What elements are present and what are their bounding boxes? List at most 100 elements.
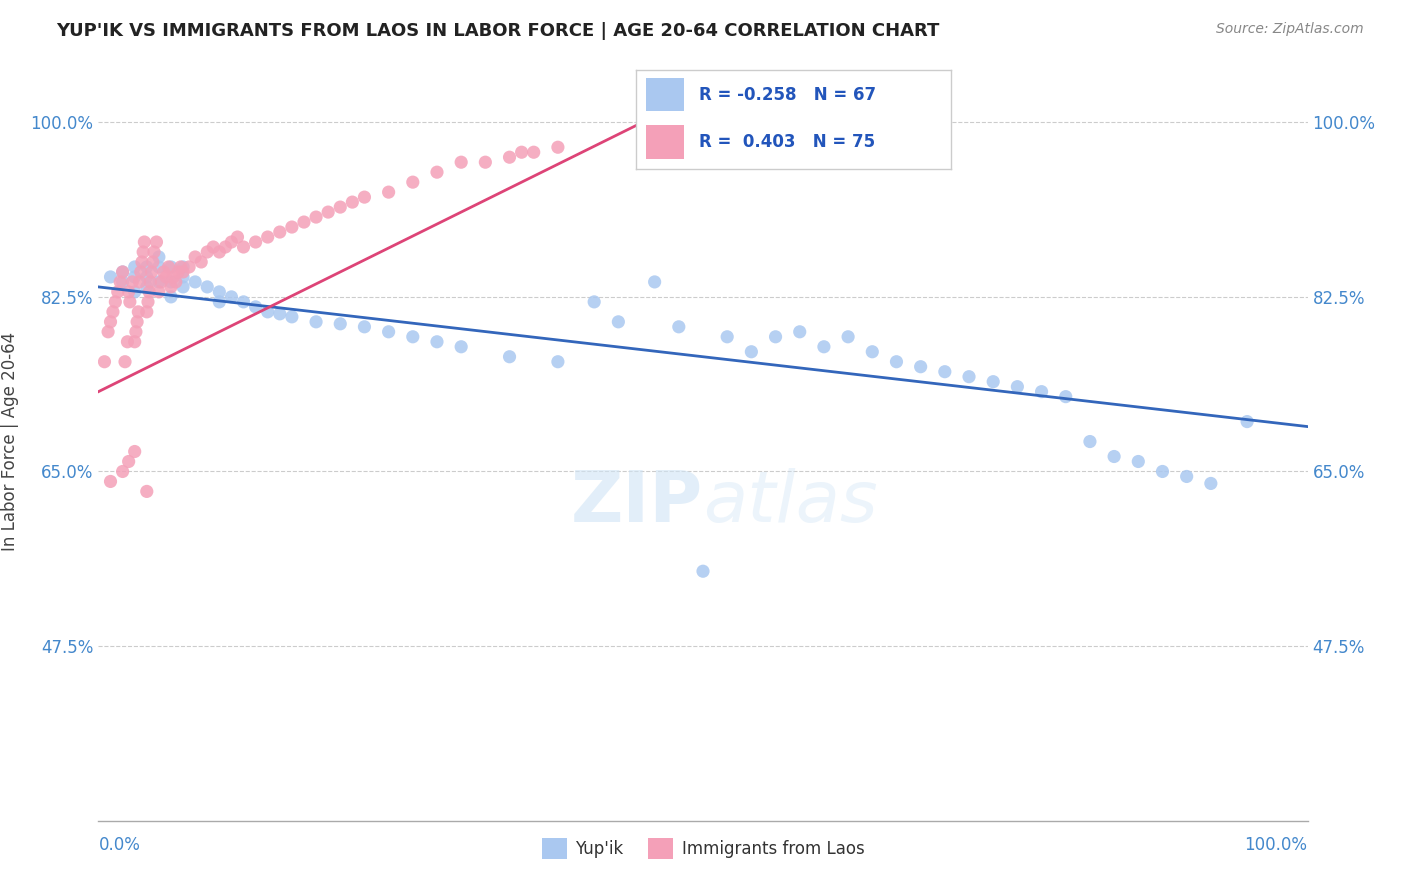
Point [474,155,496,169]
Point [692,564,714,578]
Point [1128,454,1150,468]
Point [139,275,162,289]
Point [426,334,449,349]
Point [145,235,167,249]
Point [813,340,835,354]
Point [160,260,183,274]
Point [148,260,170,274]
Point [97,325,120,339]
Point [256,305,278,319]
Point [124,260,146,274]
Point [342,195,364,210]
Point [108,275,131,289]
Point [118,285,141,299]
Point [329,317,352,331]
Point [169,260,191,274]
Point [886,355,908,369]
Point [316,205,339,219]
Point [172,280,194,294]
Point [124,334,146,349]
Point [910,359,932,374]
Point [135,305,157,319]
Point [129,265,152,279]
Point [125,325,148,339]
Point [860,344,883,359]
Point [450,155,472,169]
Point [292,215,315,229]
Point [498,350,520,364]
Point [269,225,291,239]
Point [111,275,134,289]
Point [117,334,139,349]
Point [256,230,278,244]
Point [160,290,183,304]
Point [269,307,291,321]
Point [124,444,146,458]
Point [195,244,218,259]
Point [740,344,762,359]
Point [142,255,165,269]
Point [100,269,122,284]
Point [141,265,163,279]
Text: 0.0%: 0.0% [98,836,141,854]
Point [100,475,122,489]
Point [138,285,160,299]
Point [167,265,190,279]
Point [607,315,630,329]
Point [135,260,157,274]
Point [100,315,122,329]
Point [143,244,166,259]
Point [190,255,212,269]
Point [245,300,267,314]
Point [202,240,225,254]
Point [135,484,157,499]
Point [157,260,180,274]
Point [1102,450,1125,464]
Point [232,240,254,254]
Point [281,220,304,235]
Point [1152,465,1174,479]
Point [1054,390,1077,404]
Point [644,275,666,289]
Point [195,280,218,294]
Point [148,275,170,289]
Point [583,294,606,309]
Point [1175,469,1198,483]
Point [226,230,249,244]
Point [184,250,207,264]
Point [114,355,136,369]
Point [353,190,375,204]
Point [329,200,352,214]
Point [1236,415,1258,429]
Point [377,325,399,339]
Point [148,250,170,264]
Point [1031,384,1053,399]
Point [1007,379,1029,393]
Point [111,265,134,279]
Point [111,465,134,479]
Point [124,269,146,284]
Point [232,294,254,309]
Point [111,265,134,279]
Legend: Yup'ik, Immigrants from Laos: Yup'ik, Immigrants from Laos [536,831,870,865]
Text: atlas: atlas [703,467,877,537]
Point [172,269,194,284]
Point [127,315,149,329]
Point [402,175,425,189]
Point [402,330,425,344]
Point [179,260,201,274]
Point [118,294,141,309]
Point [93,355,115,369]
Point [547,140,569,154]
Point [162,269,184,284]
Y-axis label: In Labor Force | Age 20-64: In Labor Force | Age 20-64 [1,332,20,551]
Point [124,285,146,299]
Point [981,375,1004,389]
Point [172,260,194,274]
Point [184,275,207,289]
Point [221,290,243,304]
Point [128,275,150,289]
Point [1078,434,1101,449]
Point [547,355,569,369]
Point [121,275,143,289]
